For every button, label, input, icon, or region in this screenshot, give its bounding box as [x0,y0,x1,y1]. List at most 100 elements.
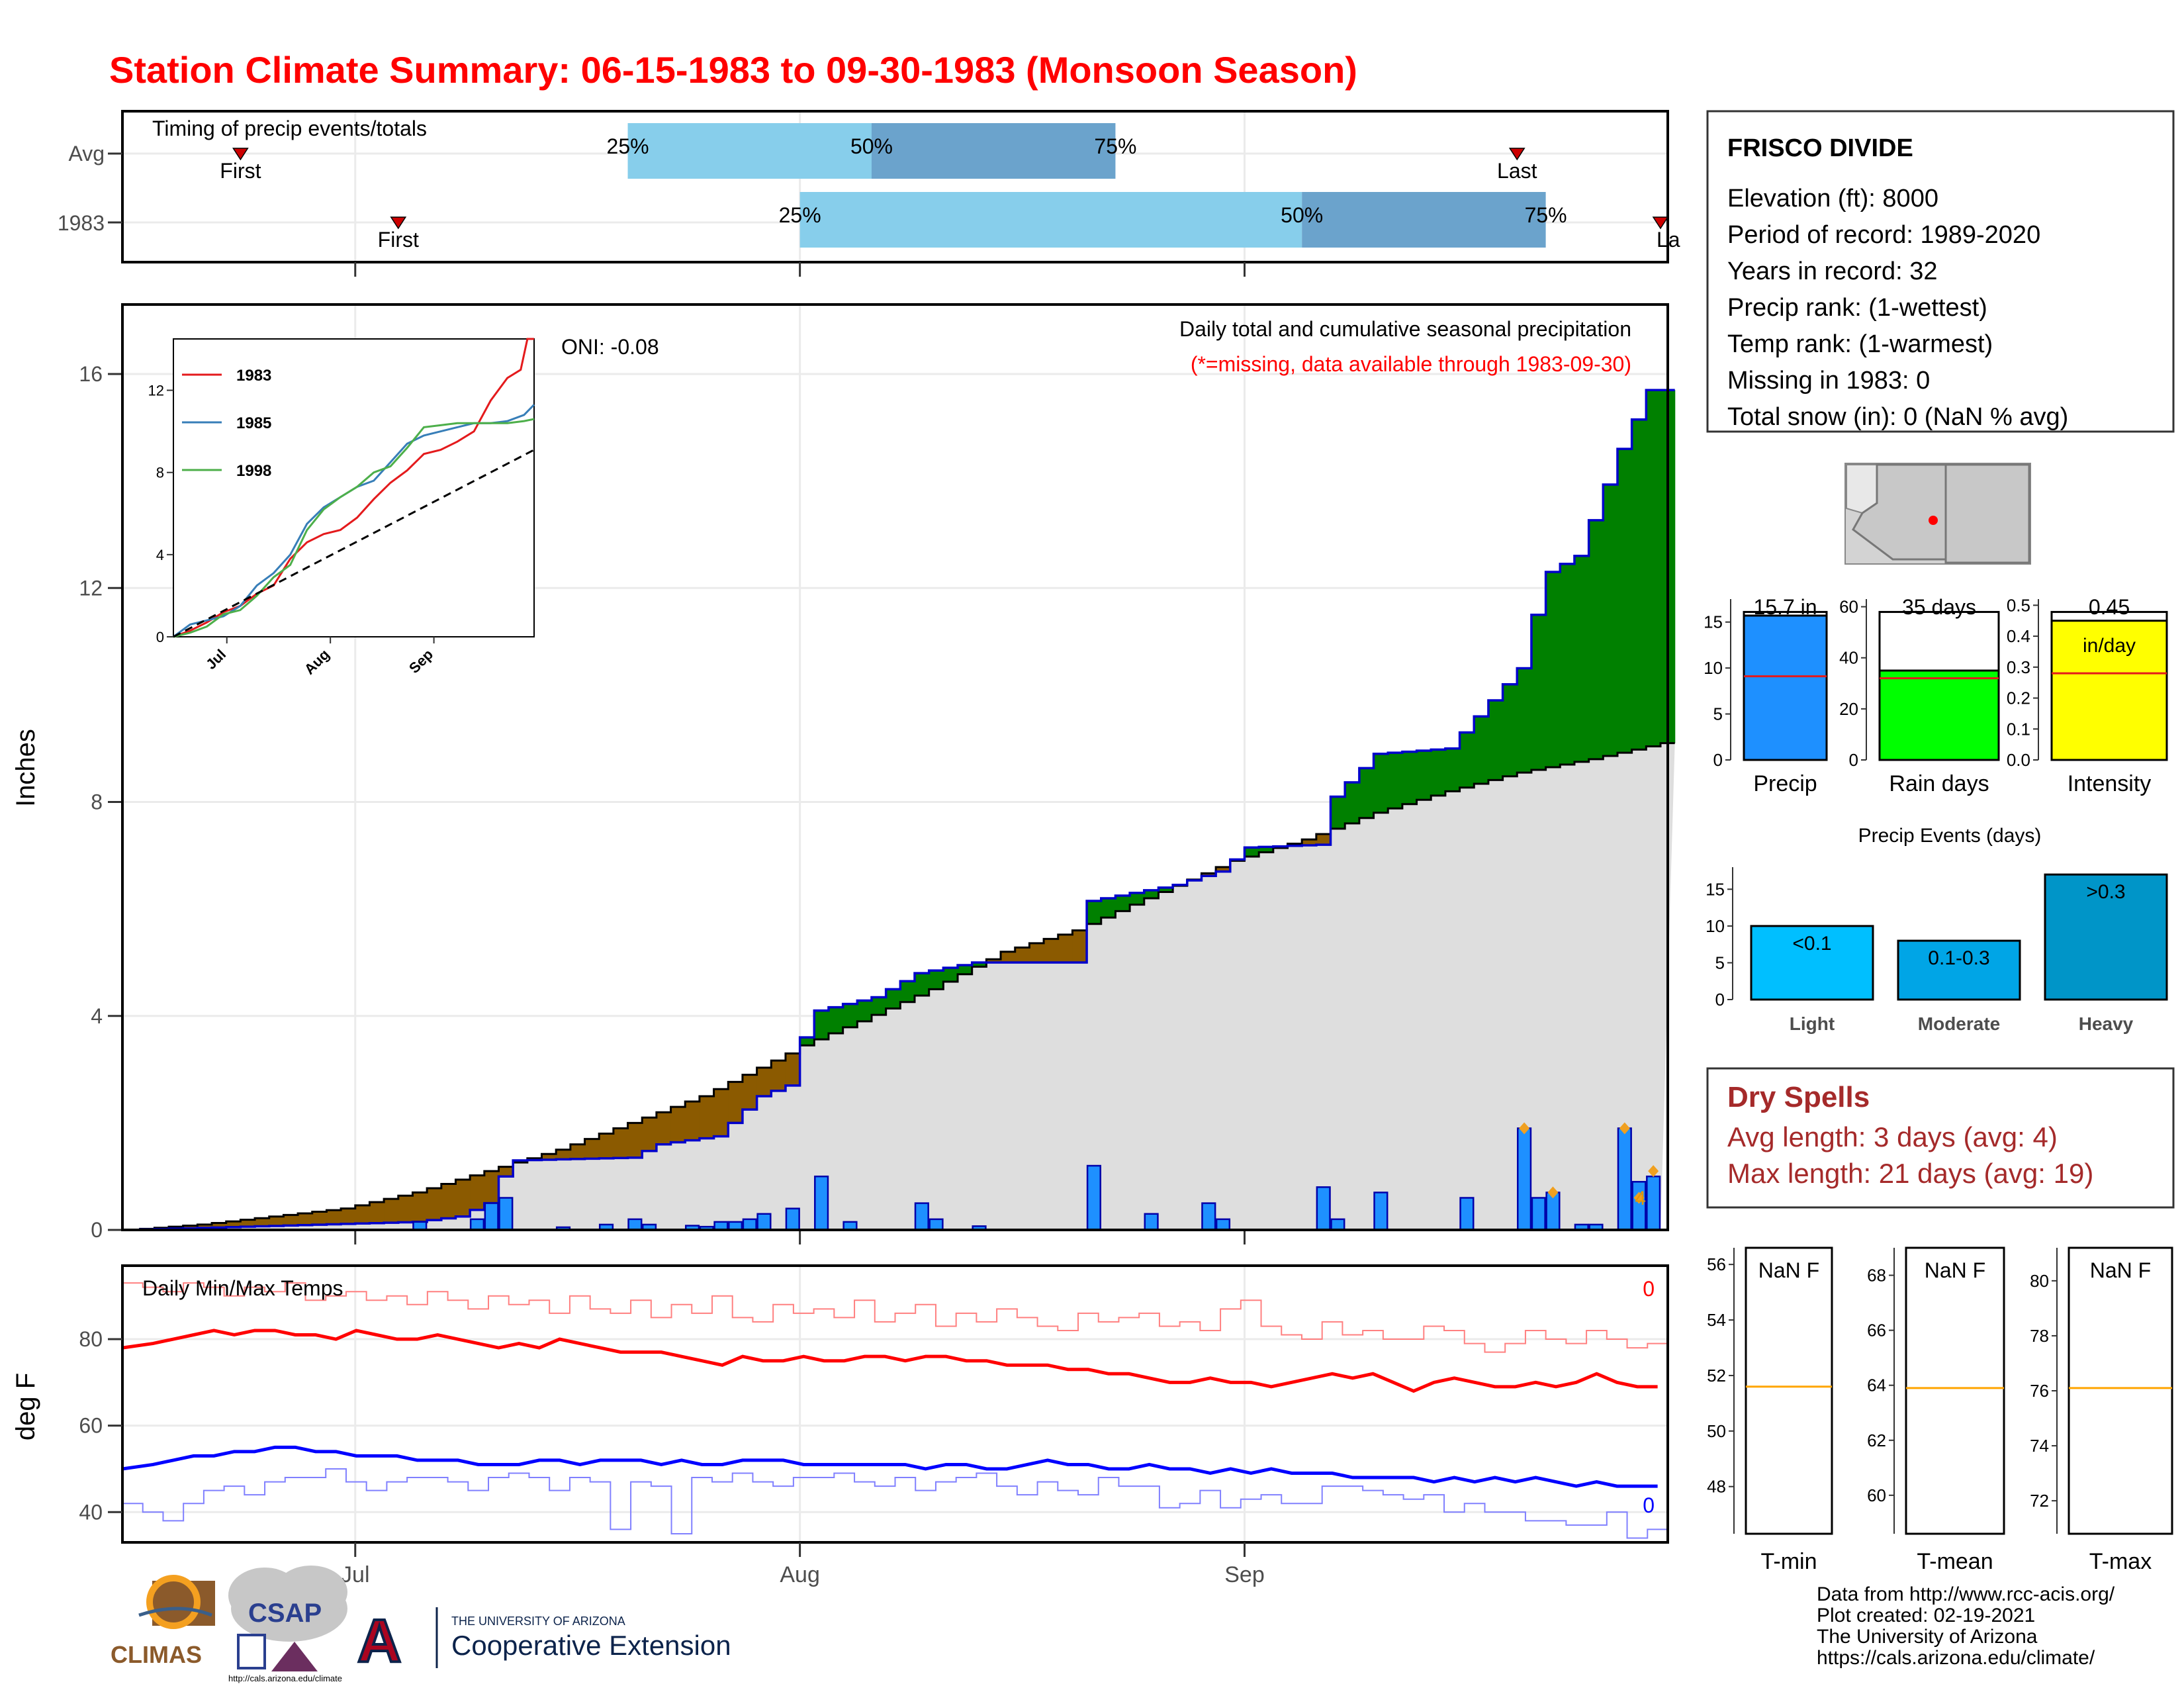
daily-precip-bar [929,1218,944,1231]
deficit-area-segment [699,1096,715,1139]
timing-panel: Timing of precip events/totals 25% 50% 75%… [58,110,1680,277]
temp-panel-label: Daily Min/Max Temps [142,1276,343,1300]
surplus-area-segment [915,973,930,996]
surplus-area-segment [958,964,973,974]
surplus-area-segment [1345,782,1360,823]
temp-summary-frame [2068,1246,2173,1535]
surplus-area-segment [1158,887,1173,892]
temp-summary-y-tick-label: 74 [2030,1436,2049,1456]
summary-y-tick-label: 15 [1704,612,1723,632]
events-category-label: Heavy [2079,1013,2134,1034]
temp-panel: Daily Min/Max Temps 0 0 deg F 40 60 80 Jul A… [11,1264,1669,1587]
station-temp-rank: Temp rank: (1-warmest) [1727,330,1993,358]
temp-y-axis-title: deg F [11,1373,40,1440]
summary-bar [2050,620,2168,761]
dry-spells-avg: Avg length: 3 days (avg: 4) [1727,1121,2058,1152]
missing-data-marker [1547,1186,1559,1199]
summary-bar-name: Rain days [1889,771,1989,796]
footer-created: Plot created: 02-19-2021 [1817,1605,2035,1626]
temp-summary-y-tick-label: 48 [1707,1477,1726,1497]
daily-precip-bar [742,1218,757,1231]
summary-y-tick-label: 40 [1839,648,1858,668]
temp-summary-frame [1905,1246,2005,1535]
deficit-area-segment [455,1180,471,1217]
temp-summary-name: T-max [2089,1549,2152,1574]
surplus-area-segment [1416,750,1432,800]
station-info-box: FRISCO DIVIDE Elevation (ft): 8000 Perio… [1706,110,2175,433]
surplus-area-segment [1388,753,1403,809]
surplus-area-segment [1545,572,1561,767]
daily-precip-bar [1373,1192,1388,1231]
avg-min-temp-line [122,1445,1658,1488]
csap-logo-url: http://cals.arizona.edu/climate [228,1673,342,1683]
precip-y-axis-title: Inches [11,729,40,807]
precip-y-tick-label: 12 [79,576,103,600]
events-bar [1750,925,1874,1001]
events-bar-label: >0.3 [2086,881,2125,903]
surplus-area-segment [1087,901,1102,924]
footer-org: The University of Arizona [1817,1626,2038,1648]
daily-precip-bar [498,1197,514,1231]
station-years: Years in record: 32 [1727,258,1938,285]
deficit-area-segment [670,1107,686,1143]
timing-pct-label: 25% [779,203,821,227]
footer-credits: Data from http://www.rcc-acis.org/ Plot … [1817,1583,2115,1669]
deficit-area-segment [369,1201,385,1223]
deficit-area-segment [1001,951,1016,962]
surplus-area-segment [857,1000,872,1021]
timing-pct-label: 75% [1094,134,1136,158]
summary-y-tick-label: 0.1 [2007,719,2030,739]
inset-series-line [173,418,535,638]
timing-row-label-year: 1983 [58,211,105,235]
surplus-area-segment [799,1037,815,1046]
precip-y-tick-label: 16 [79,362,103,386]
inset-legend-label: 1985 [236,414,271,432]
events-y-tick-label: 15 [1706,879,1725,899]
events-bar [1897,939,2021,1001]
events-category-label: Moderate [1918,1013,2000,1034]
precip-events-title: Precip Events (days) [1858,825,2042,847]
climas-logo-sun [146,1575,201,1629]
deficit-area-segment [1044,939,1059,962]
average-cumulative-line [126,742,1675,1231]
summary-y-tick-label: 0.5 [2007,595,2030,615]
deficit-area-segment [226,1221,241,1227]
summary-y-tick-label: 0 [1849,750,1858,770]
temp-summary-value-label: NaN F [1758,1258,1819,1282]
summary-y-tick-label: 0.0 [2007,750,2030,770]
temp-summary-frame [1745,1246,1833,1535]
surplus-area-segment [1531,614,1547,771]
csap-logo-gauge [237,1634,266,1669]
timing-panel-label: Timing of precip events/totals [152,117,427,140]
deficit-area-segment [1302,839,1317,845]
daily-precip-bar [484,1202,499,1231]
surplus-area-segment [1588,520,1604,759]
deficit-area-segment [1216,867,1231,872]
surplus-area-segment [1603,485,1618,757]
daily-precip-bar [1646,1175,1661,1231]
deficit-area-segment [1316,834,1332,845]
surplus-area-segment [1259,847,1274,853]
deficit-area-segment [269,1216,285,1226]
surplus-area-segment [1488,700,1504,780]
summary-y-tick-label: 60 [1839,597,1858,617]
temp-summary-y-tick-label: 56 [1707,1254,1726,1274]
avg-max-temp-line [122,1329,1658,1393]
temp-summary-y-tick-label: 78 [2030,1326,2049,1346]
timing-pct-label: 50% [1281,203,1323,227]
deficit-area-segment [599,1133,614,1158]
surplus-area-segment [1373,753,1388,813]
events-y-tick-label: 10 [1706,916,1725,936]
temp-summary-y-tick-label: 80 [2030,1271,2049,1291]
precip-annotation-missing: (*=missing, data available through 1983-… [1191,352,1631,376]
footer-source: Data from http://www.rcc-acis.org/ [1817,1583,2115,1605]
deficit-area-segment [742,1074,758,1110]
temp-x-tick-label: Jul [341,1562,369,1587]
page-title: Station Climate Summary: 06-15-1983 to 0… [109,49,1357,91]
csap-logo-cloud-right [275,1566,347,1618]
deficit-area-segment [713,1089,729,1137]
year-cumulative-line [126,389,1675,1231]
missing-count-label: 4 [1635,1188,1646,1209]
precip-y-tick-label: 0 [91,1218,103,1242]
